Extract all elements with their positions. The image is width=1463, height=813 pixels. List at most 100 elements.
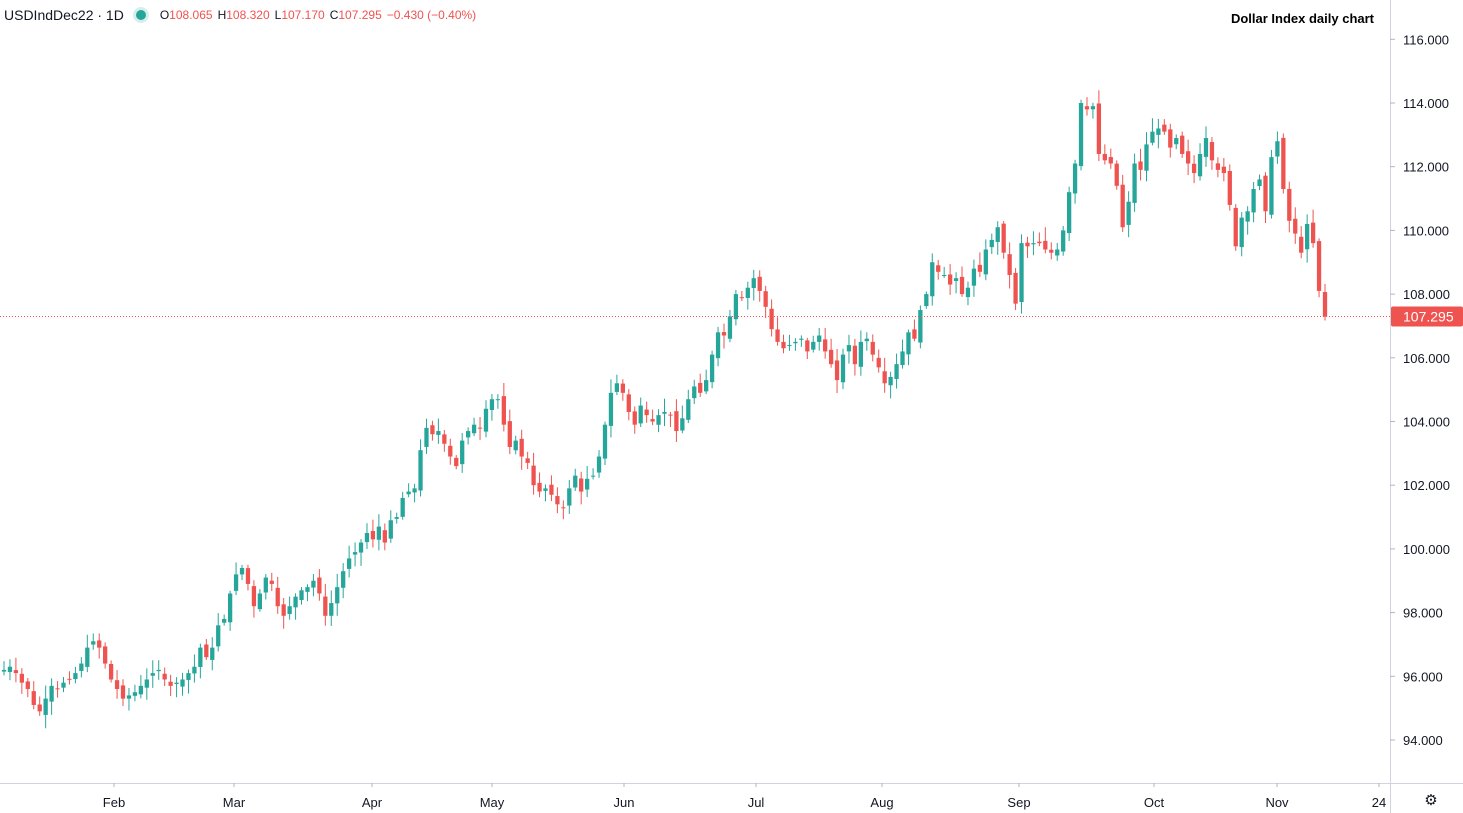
candle-down [370, 530, 376, 540]
candle-down [1209, 141, 1215, 161]
candle-down [1025, 242, 1030, 247]
candle-down [1120, 184, 1125, 228]
candle-up [1144, 144, 1149, 171]
candle-down [1007, 254, 1012, 275]
candle-down [1049, 249, 1054, 253]
time-tick-label: Aug [870, 795, 893, 810]
symbol-label[interactable]: USDIndDec22 · 1D [4, 7, 124, 23]
candle-up [132, 692, 138, 696]
candle-up [1072, 163, 1078, 194]
candle-down [317, 577, 322, 594]
candle-down [959, 276, 965, 295]
candle-down [162, 673, 167, 680]
price-tick-label: 110.000 [1403, 223, 1449, 238]
candle-up [900, 351, 905, 365]
candle-up [156, 669, 161, 672]
ohlc-high: H108.320 [217, 8, 270, 22]
market-status-icon[interactable] [135, 10, 146, 20]
candle-down [275, 587, 280, 607]
ohlc-close: C107.295 [329, 8, 382, 22]
candle-up [1257, 179, 1262, 187]
candle-up [394, 517, 399, 519]
candle-up [460, 440, 465, 465]
candle-up [1156, 128, 1161, 135]
candle-down [674, 411, 679, 432]
candle-down [1221, 166, 1226, 174]
candle-up [930, 262, 935, 297]
candle-up [953, 278, 959, 281]
time-tick-label: Jun [614, 795, 635, 810]
candle-up [73, 673, 78, 680]
settings-gear-icon[interactable]: ⚙ [1424, 792, 1438, 809]
candle-up [662, 411, 667, 414]
candle-down [1084, 106, 1090, 110]
ohlc-open: O108.065 [159, 8, 213, 22]
candle-up [198, 647, 203, 667]
candle-up [799, 338, 804, 340]
candle-down [823, 339, 828, 352]
candle-down [1114, 163, 1119, 186]
candle-up [989, 239, 994, 248]
candle-up [727, 316, 733, 339]
candle-down [19, 673, 24, 683]
candles [1, 90, 1328, 729]
candle-down [1233, 207, 1238, 247]
candle-down [25, 681, 30, 690]
candle-up [745, 287, 750, 298]
candle-down [477, 427, 483, 429]
candle-down [769, 308, 774, 330]
candle-up [971, 268, 977, 286]
candle-up [341, 571, 346, 588]
candle-down [1293, 218, 1298, 234]
candle-up [144, 679, 149, 688]
candle-up [608, 392, 614, 426]
price-tick-label: 112.000 [1403, 160, 1449, 175]
candle-up [43, 698, 48, 715]
candle-up [567, 488, 572, 506]
candle-down [1185, 151, 1191, 164]
candle-down [55, 688, 60, 690]
last-price-badge [1391, 306, 1463, 327]
candle-down [632, 411, 637, 425]
candle-up [299, 590, 304, 600]
candle-up [222, 618, 227, 623]
time-tick-label: Sep [1007, 795, 1030, 810]
candle-up [793, 341, 798, 344]
candle-up [983, 249, 988, 275]
candle-up [995, 227, 1000, 242]
candle-down [1037, 241, 1042, 244]
candle-down [1191, 163, 1197, 174]
candle-down [757, 276, 762, 291]
candle-up [513, 440, 518, 451]
chart-legend: USDIndDec22 · 1D O108.065 H108.320 L107.… [4, 7, 481, 23]
candle-up [495, 399, 501, 401]
last-price-label: 107.295 [1403, 309, 1454, 325]
price-axis: 94.000 96.000 98.000 100.000 102.000 104.000 1… [1390, 0, 1450, 813]
candle-down [442, 434, 447, 444]
candle-down [1162, 124, 1167, 132]
time-tick-label: May [480, 795, 505, 810]
candle-down [977, 264, 983, 272]
candle-up [489, 399, 495, 410]
candle-up [465, 431, 471, 438]
candle-up [91, 641, 96, 645]
candle-down [882, 371, 887, 384]
candle-down [1310, 222, 1316, 244]
candle-up [293, 596, 298, 608]
candle-up [138, 685, 144, 695]
candle-up [585, 478, 590, 490]
candle-down [1263, 175, 1268, 212]
candle-down [739, 297, 744, 299]
candle-down [531, 465, 536, 486]
candle-up [79, 663, 84, 671]
candle-down [67, 678, 72, 680]
candle-up [49, 685, 54, 702]
candle-down [912, 329, 917, 339]
candle-up [787, 345, 792, 347]
chart-title: Dollar Index daily chart [1230, 11, 1374, 26]
candle-down [501, 396, 506, 425]
price-tick-label: 114.000 [1403, 96, 1449, 111]
candle-down [775, 329, 780, 342]
candle-up [638, 405, 643, 424]
